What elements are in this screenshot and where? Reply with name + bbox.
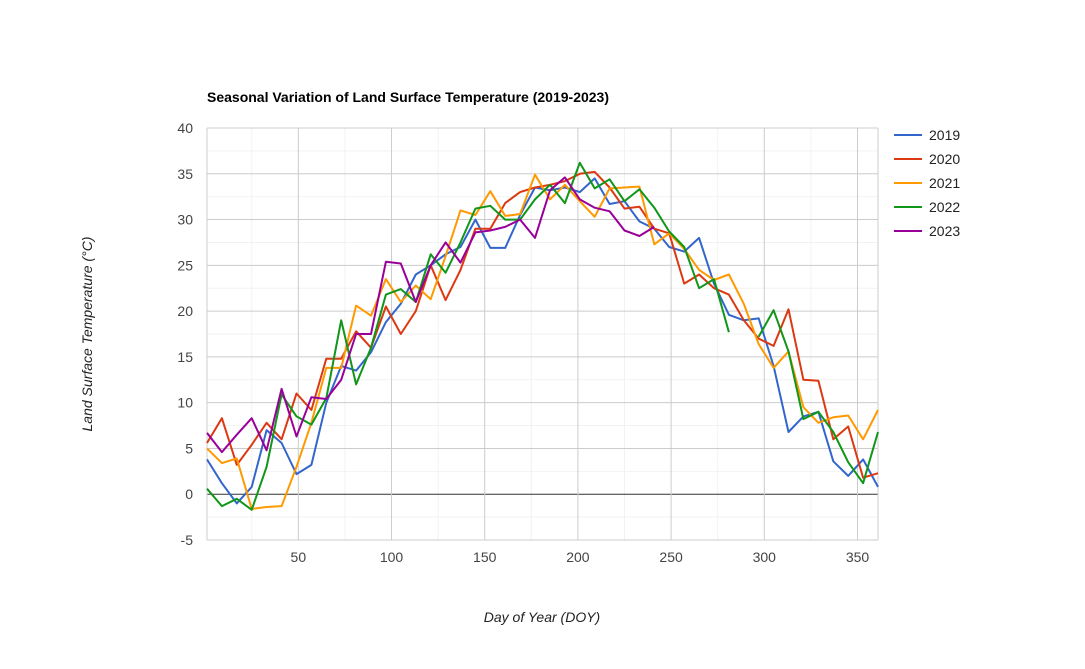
y-tick-label: 20 <box>177 303 193 319</box>
y-tick-label: 40 <box>177 120 193 136</box>
y-tick-label: 5 <box>185 440 193 456</box>
x-tick-label: 100 <box>380 549 404 565</box>
x-tick-label: 200 <box>566 549 590 565</box>
legend-label-2020: 2020 <box>929 151 960 167</box>
legend-label-2022: 2022 <box>929 199 960 215</box>
legend-label-2019: 2019 <box>929 127 960 143</box>
y-tick-label: 0 <box>185 486 193 502</box>
y-tick-label: -5 <box>181 532 194 548</box>
grid <box>206 127 879 541</box>
x-tick-label: 300 <box>753 549 777 565</box>
legend: 2019 2020 2021 2022 2023 <box>894 127 960 239</box>
x-tick-label: 50 <box>291 549 307 565</box>
series-line-2022 <box>206 161 730 511</box>
series-line-2023 <box>206 176 655 454</box>
y-tick-label: 15 <box>177 349 193 365</box>
series-line-2022 <box>757 309 879 485</box>
x-tick-label: 150 <box>473 549 497 565</box>
series-line-2019 <box>206 177 879 505</box>
y-tick-label: 35 <box>177 166 193 182</box>
x-tick-label: 250 <box>659 549 683 565</box>
x-tick-label: 350 <box>846 549 870 565</box>
series-line-2021 <box>206 173 879 510</box>
series-lines <box>206 161 879 511</box>
y-tick-label: 10 <box>177 395 193 411</box>
tick-labels: -5 0 5 10 15 20 25 30 35 40 50 100 150 200 250 300 350 <box>177 120 869 565</box>
chart-title: Seasonal Variation of Land Surface Tempe… <box>207 89 609 105</box>
y-tick-label: 25 <box>177 257 193 273</box>
y-axis-label: Land Surface Temperature (°C) <box>79 237 95 432</box>
y-tick-label: 30 <box>177 212 193 228</box>
x-axis-label: Day of Year (DOY) <box>484 609 600 625</box>
legend-label-2021: 2021 <box>929 175 960 191</box>
legend-label-2023: 2023 <box>929 223 960 239</box>
